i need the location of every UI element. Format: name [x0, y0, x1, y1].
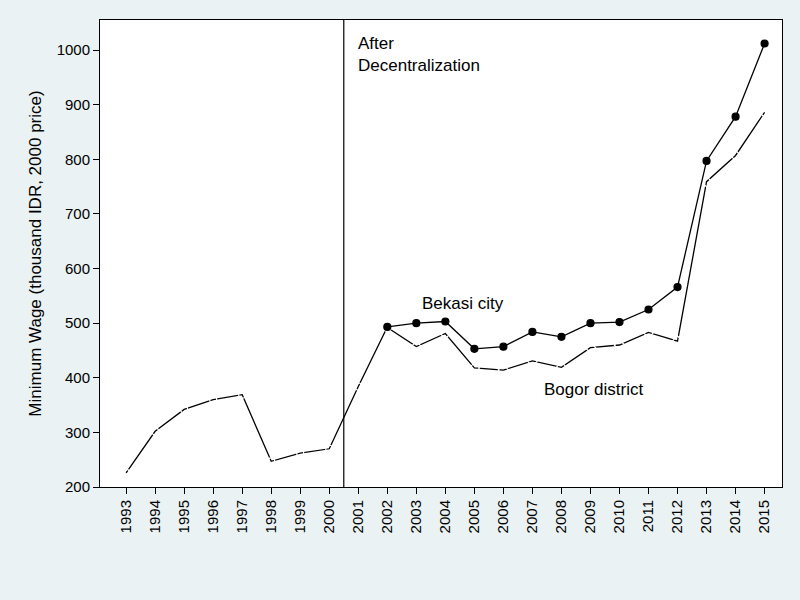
- svg-text:900: 900: [65, 96, 90, 113]
- svg-text:800: 800: [65, 151, 90, 168]
- svg-text:400: 400: [65, 369, 90, 386]
- svg-text:2010: 2010: [610, 500, 627, 533]
- svg-text:1993: 1993: [117, 500, 134, 533]
- svg-text:2006: 2006: [494, 500, 511, 533]
- svg-text:AfterDecentralization: AfterDecentralization: [358, 34, 480, 75]
- svg-text:1996: 1996: [204, 500, 221, 533]
- svg-text:1995: 1995: [175, 500, 192, 533]
- svg-text:2000: 2000: [320, 500, 337, 533]
- svg-text:1999: 1999: [291, 500, 308, 533]
- svg-text:2013: 2013: [697, 500, 714, 533]
- svg-text:2009: 2009: [581, 500, 598, 533]
- svg-text:2011: 2011: [639, 500, 656, 532]
- svg-text:2015: 2015: [755, 500, 772, 533]
- svg-text:2007: 2007: [523, 500, 540, 533]
- svg-text:1994: 1994: [146, 500, 163, 533]
- svg-text:2014: 2014: [726, 500, 743, 533]
- svg-text:600: 600: [65, 260, 90, 277]
- svg-text:2003: 2003: [407, 500, 424, 533]
- svg-text:500: 500: [65, 314, 90, 331]
- svg-text:700: 700: [65, 205, 90, 222]
- svg-text:200: 200: [65, 478, 90, 495]
- svg-text:1998: 1998: [262, 500, 279, 533]
- svg-text:Bogor district: Bogor district: [544, 380, 643, 399]
- svg-text:2012: 2012: [668, 500, 685, 533]
- svg-text:1997: 1997: [233, 500, 250, 533]
- svg-text:2005: 2005: [465, 500, 482, 533]
- svg-text:Bekasi city: Bekasi city: [422, 294, 504, 313]
- svg-text:300: 300: [65, 424, 90, 441]
- svg-text:1000: 1000: [57, 41, 90, 58]
- svg-text:Minimum Wage (thousand IDR, 20: Minimum Wage (thousand IDR, 2000 price): [26, 90, 45, 416]
- svg-text:2001: 2001: [349, 500, 366, 533]
- svg-text:2008: 2008: [552, 500, 569, 533]
- svg-text:2004: 2004: [436, 500, 453, 533]
- svg-text:2002: 2002: [378, 500, 395, 533]
